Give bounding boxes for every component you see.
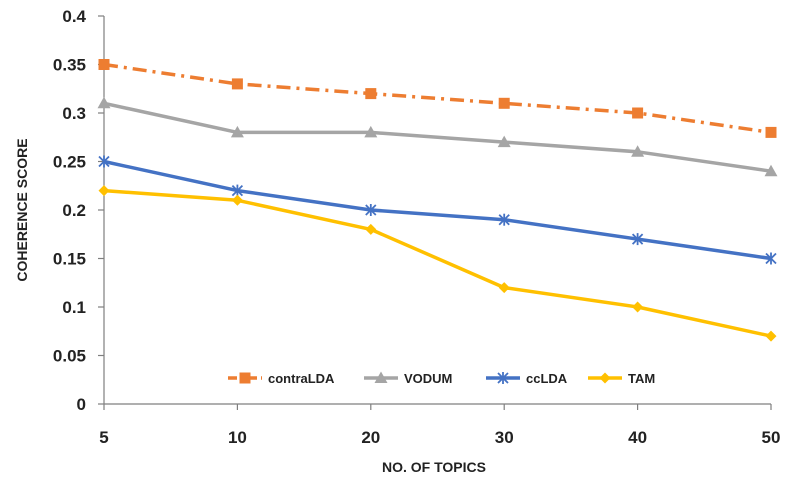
x-axis-title: NO. OF TOPICS bbox=[382, 459, 486, 475]
y-tick-label: 0.15 bbox=[53, 250, 86, 269]
legend-marker-tam bbox=[599, 372, 611, 384]
legend-label-tam: TAM bbox=[628, 371, 655, 386]
legend: contraLDA VODUM ccLDA TAM bbox=[228, 371, 655, 386]
y-tick-label: 0.25 bbox=[53, 153, 86, 172]
plot-area: 0 0.05 0.1 0.15 0.2 0.25 0.3 0.35 0.4 5 10 20 30 40 50 bbox=[53, 7, 781, 447]
data-point-contralda bbox=[498, 97, 510, 109]
legend-label-vodum: VODUM bbox=[404, 371, 452, 386]
data-point-cclda bbox=[498, 213, 510, 226]
data-point-cclda bbox=[365, 204, 377, 216]
x-tick-label: 10 bbox=[228, 428, 247, 447]
data-point-contralda bbox=[231, 78, 243, 90]
data-point-vodum bbox=[97, 96, 111, 109]
y-tick-label: 0.35 bbox=[53, 56, 86, 75]
data-point-vodum bbox=[497, 135, 511, 148]
data-point-contralda bbox=[765, 126, 777, 138]
y-tick-label: 0.1 bbox=[62, 298, 86, 317]
y-tick-label: 0 bbox=[77, 395, 86, 414]
data-point-tam bbox=[231, 194, 243, 206]
series-line-contralda bbox=[103, 62, 772, 135]
x-tick-label: 50 bbox=[762, 428, 781, 447]
data-point-contralda bbox=[98, 59, 110, 70]
y-tick-label: 0.05 bbox=[53, 347, 86, 366]
x-tick-label: 30 bbox=[495, 428, 514, 447]
data-point-tam bbox=[498, 282, 510, 294]
legend-marker-vodum bbox=[374, 371, 388, 383]
data-point-cclda bbox=[631, 233, 644, 246]
data-point-cclda bbox=[765, 252, 777, 265]
data-point-vodum bbox=[230, 125, 244, 138]
data-point-cclda bbox=[231, 184, 244, 197]
y-axis-title: COHERENCE SCORE bbox=[14, 138, 30, 281]
data-point-tam bbox=[765, 330, 777, 342]
x-tick-label: 5 bbox=[99, 428, 108, 447]
data-point-tam bbox=[365, 223, 377, 235]
series-line-vodum bbox=[103, 101, 772, 173]
data-point-tam bbox=[632, 301, 644, 313]
series-line-cclda bbox=[103, 159, 772, 261]
data-point-vodum bbox=[631, 145, 645, 157]
data-point-cclda bbox=[98, 155, 110, 168]
y-tick-label: 0.4 bbox=[62, 7, 86, 26]
data-point-vodum bbox=[764, 164, 778, 177]
y-tick-label: 0.3 bbox=[62, 104, 86, 123]
series-line-tam bbox=[103, 188, 772, 338]
legend-marker-cclda bbox=[497, 372, 509, 384]
legend-marker-contralda bbox=[239, 372, 251, 384]
data-point-contralda bbox=[365, 88, 377, 100]
x-tick-label: 40 bbox=[628, 428, 647, 447]
x-tick-label: 20 bbox=[361, 428, 380, 447]
data-point-contralda bbox=[632, 107, 644, 119]
y-tick-label: 0.2 bbox=[62, 201, 86, 220]
data-point-tam bbox=[98, 185, 110, 197]
legend-label-cclda: ccLDA bbox=[526, 371, 568, 386]
legend-label-contralda: contraLDA bbox=[268, 371, 335, 386]
data-point-vodum bbox=[364, 125, 378, 138]
